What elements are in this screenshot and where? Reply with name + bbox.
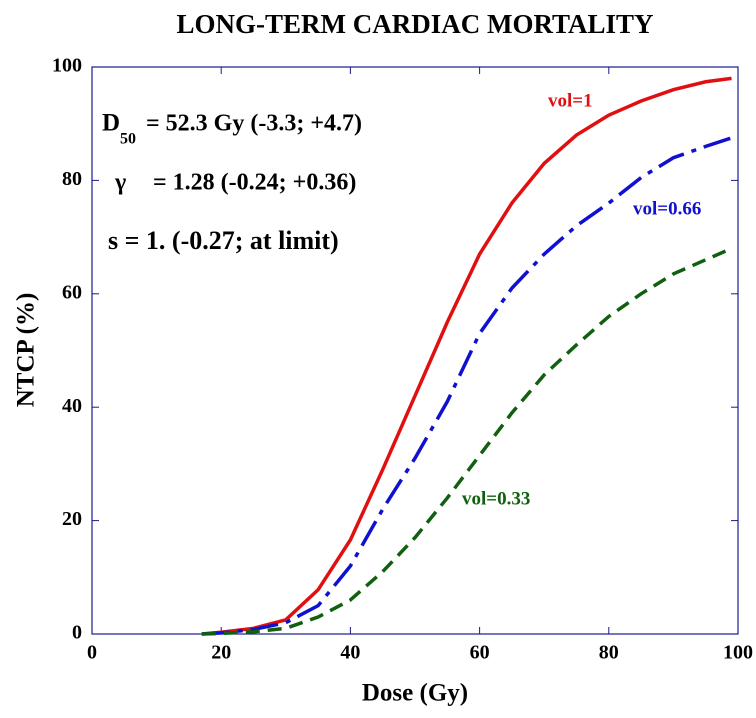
y-tick-label: 100 — [52, 55, 82, 77]
y-tick-label: 0 — [72, 622, 82, 644]
x-tick-label: 80 — [599, 642, 619, 664]
series-label: vol=1 — [548, 90, 593, 111]
annotation-d50-symbol: D — [102, 110, 120, 137]
y-tick-label: 60 — [62, 281, 82, 303]
y-tick-label: 80 — [62, 168, 82, 190]
series-label: vol=0.66 — [633, 198, 701, 219]
annotation-gamma: = 1.28 (-0.24; +0.36) — [153, 170, 356, 196]
x-tick-label: 20 — [211, 642, 231, 664]
annotation-d50-subscript: 50 — [120, 131, 136, 148]
chart-title: LONG-TERM CARDIAC MORTALITY — [176, 9, 653, 39]
x-tick-label: 60 — [470, 642, 490, 664]
x-axis-label: Dose (Gy) — [362, 680, 468, 707]
x-tick-label: 0 — [87, 642, 97, 664]
y-tick-label: 40 — [62, 395, 82, 417]
line-solid — [201, 76, 732, 636]
annotation-gamma-symbol: γ — [114, 170, 126, 196]
plot-frame — [91, 66, 739, 635]
line-dashdot — [201, 136, 733, 636]
x-tick-label: 100 — [723, 642, 753, 664]
y-tick-label: 20 — [62, 508, 82, 530]
line-dashed — [201, 246, 733, 636]
x-tick-label: 40 — [340, 642, 360, 664]
annotation-s: s = 1. (-0.27; at limit) — [108, 226, 339, 255]
annotation-d50: = 52.3 Gy (-3.3; +4.7) — [146, 111, 362, 137]
y-axis-label: NTCP (%) — [13, 293, 40, 408]
series-label: vol=0.33 — [462, 488, 530, 509]
